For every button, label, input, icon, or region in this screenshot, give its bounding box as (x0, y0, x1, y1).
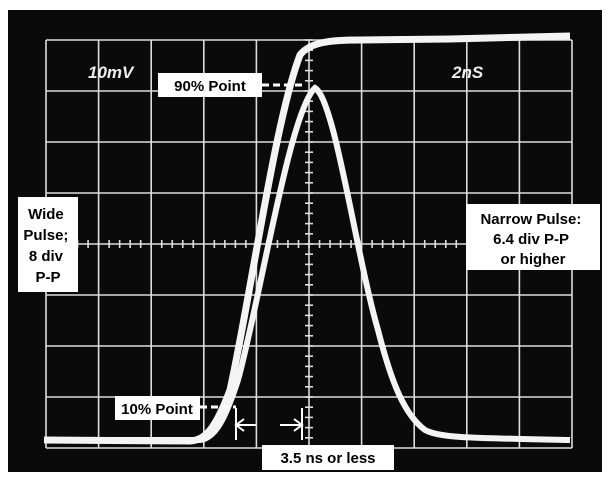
volts-per-div: 10mV (88, 63, 135, 82)
text-line: Pulse; (23, 227, 68, 244)
rise-time-label: 3.5 ns or less (280, 450, 375, 467)
point-90-label: 90% Point (174, 78, 246, 95)
oscilloscope-figure: 10mV 2nS 90% Point 10% Point 3.5 ns or l… (0, 0, 608, 477)
text-line: Narrow Pulse: (480, 211, 581, 228)
text-line: Wide (28, 206, 64, 223)
time-per-div: 2nS (451, 63, 484, 82)
text-line: 6.4 div P-P (493, 231, 569, 248)
point-10-label: 10% Point (121, 401, 193, 418)
text-line: P-P (35, 269, 60, 286)
text-line: or higher (500, 251, 565, 268)
text-line: 8 div (29, 248, 64, 265)
